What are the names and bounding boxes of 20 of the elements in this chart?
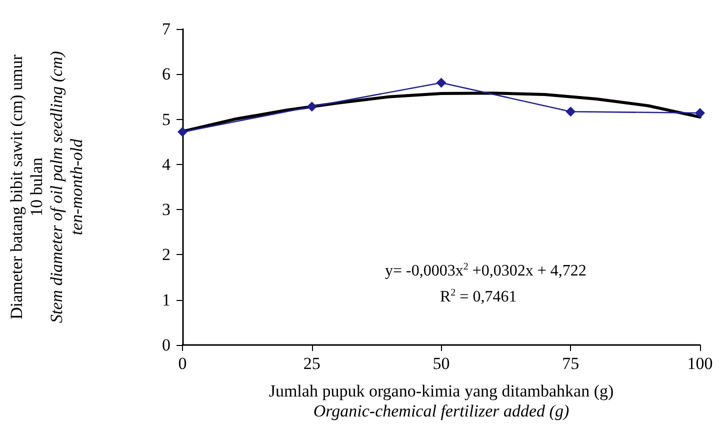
- y-tick-label: 7: [162, 20, 171, 38]
- y-tick-label: 0: [162, 336, 170, 354]
- point: [566, 106, 576, 117]
- x-tick-label: 100: [687, 354, 713, 373]
- y-axis-title: Diameter batang bibit sawit (cm) umur 10 bulan Stem diameter of oil palm seedling (cm) ten-month-old: [7, 50, 86, 323]
- x-tick-label: 25: [303, 354, 320, 373]
- x-axis-title: Jumlah pupuk organo-kimia yang ditambahkan (g) Organic-chemical fertilizer added (g): [268, 382, 614, 420]
- point: [306, 102, 317, 112]
- point: [695, 108, 705, 118]
- x-tick-label: 0: [178, 354, 187, 373]
- y-tick-label: 3: [162, 200, 170, 220]
- point: [178, 126, 188, 137]
- y-tick-label: 4: [162, 154, 171, 174]
- x-tick-label: 75: [562, 354, 580, 373]
- y-tick-label: 1: [162, 290, 170, 310]
- y-tick-label: 5: [162, 110, 170, 129]
- y-tick-label: 6: [162, 64, 170, 84]
- point: [436, 78, 446, 88]
- y-tick-label: 2: [162, 245, 170, 264]
- x-tick-label: 50: [432, 354, 450, 373]
